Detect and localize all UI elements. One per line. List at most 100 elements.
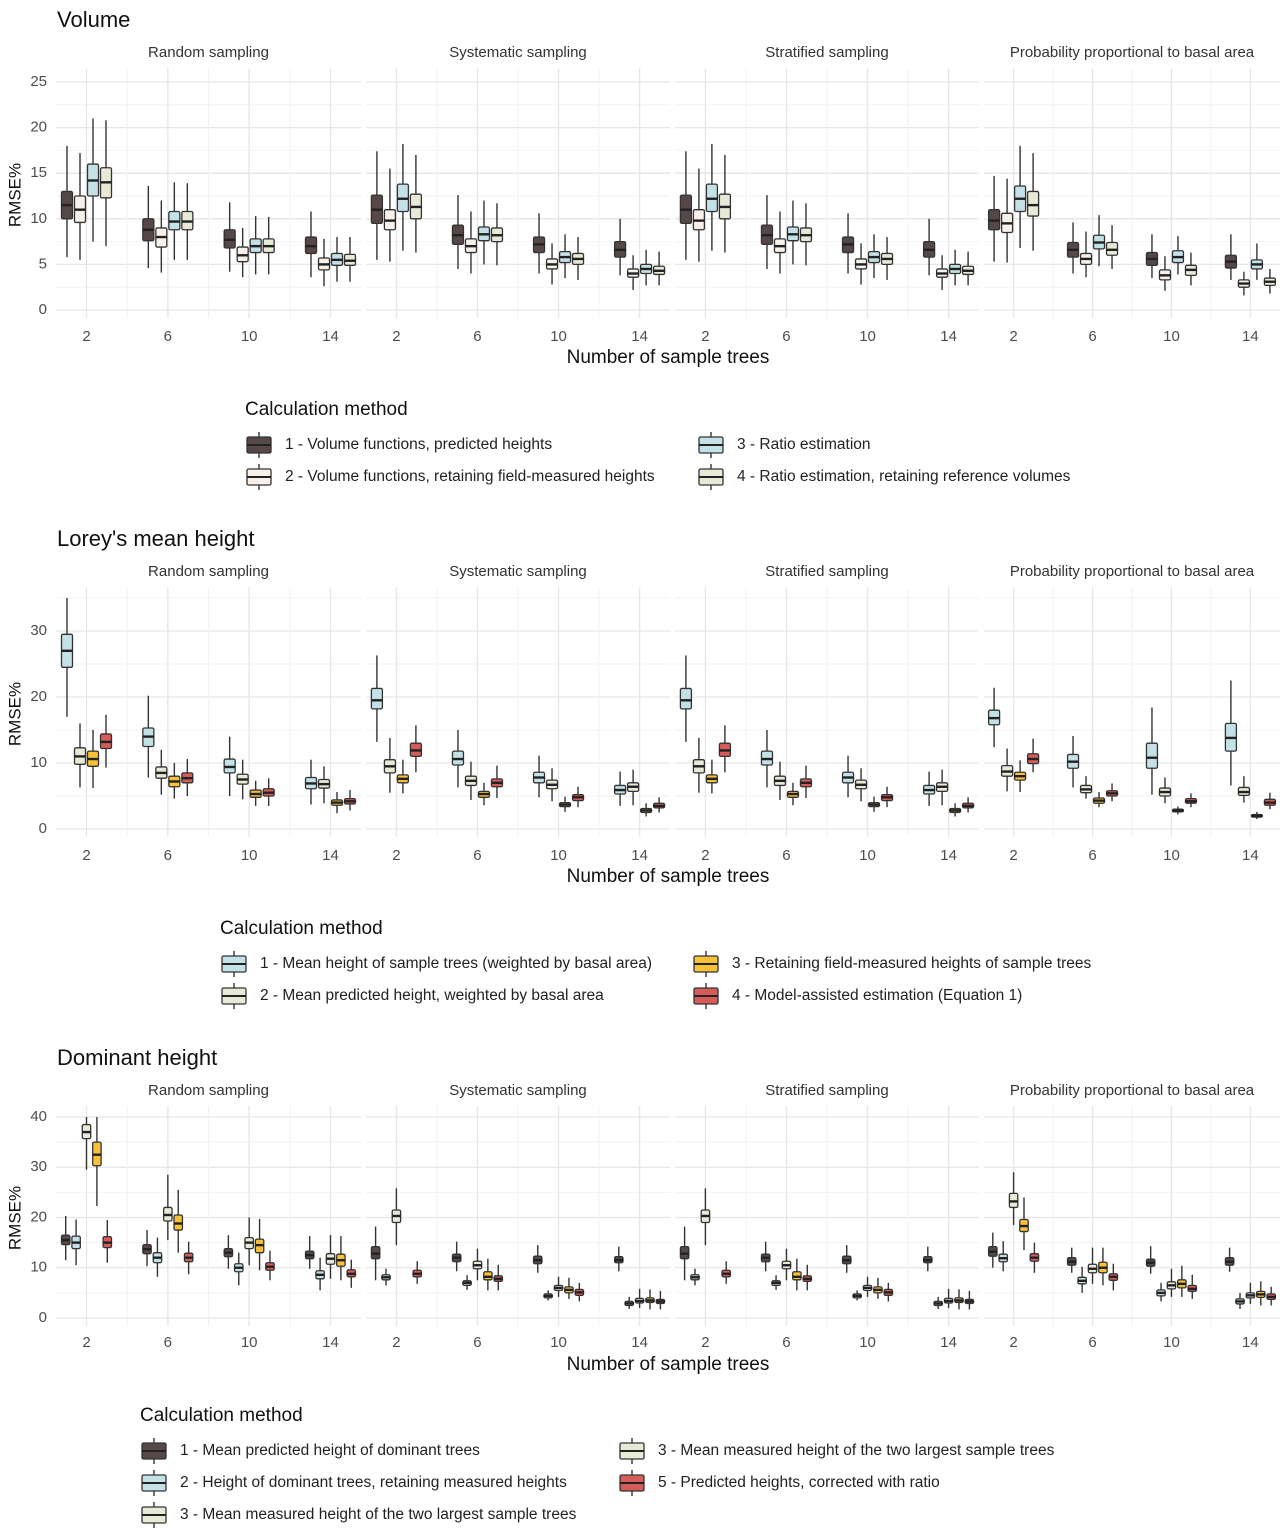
y-tick-label: 20	[30, 688, 47, 705]
box-body	[370, 687, 384, 710]
legend-label: 3 - Retaining field-measured heights of …	[732, 955, 1092, 972]
x-tick-label: 6	[1088, 847, 1096, 864]
x-tick-label: 6	[473, 1334, 481, 1351]
x-axis-label: Number of sample trees	[567, 1354, 770, 1375]
chart-title: Volume	[57, 7, 130, 32]
x-tick-label: 10	[1163, 328, 1180, 345]
x-tick-label: 2	[701, 1334, 709, 1351]
y-tick-label: 25	[30, 73, 47, 90]
x-tick-label: 10	[859, 328, 876, 345]
y-tick-label: 10	[30, 1259, 47, 1276]
y-tick-label: 0	[39, 301, 47, 318]
y-tick-label: 10	[30, 754, 47, 771]
x-axis-label: Number of sample trees	[567, 866, 770, 887]
x-tick-label: 6	[473, 328, 481, 345]
legend-label: 1 - Mean height of sample trees (weighte…	[260, 955, 652, 972]
y-tick-label: 30	[30, 1158, 47, 1175]
legend-title: Calculation method	[245, 399, 408, 420]
x-tick-label: 6	[164, 847, 172, 864]
facet-strip-label: Probability proportional to basal area	[1010, 1082, 1255, 1099]
legend-label: 3 - Mean measured height of the two larg…	[180, 1506, 577, 1523]
facet-strip-label: Stratified sampling	[765, 1082, 888, 1099]
x-tick-label: 2	[82, 328, 90, 345]
legend-label: 1 - Volume functions, predicted heights	[285, 436, 552, 453]
x-tick-label: 10	[1163, 1334, 1180, 1351]
x-tick-label: 14	[631, 847, 648, 864]
y-axis-label: RMSE%	[5, 1186, 24, 1250]
x-tick-label: 2	[392, 847, 400, 864]
legend-label: 1 - Mean predicted height of dominant tr…	[180, 1442, 480, 1459]
x-tick-label: 14	[322, 847, 339, 864]
y-tick-label: 0	[39, 1309, 47, 1326]
y-tick-label: 10	[30, 210, 47, 227]
legend-label: 3 - Ratio estimation	[737, 436, 871, 453]
x-tick-label: 2	[701, 328, 709, 345]
x-tick-label: 14	[631, 1334, 648, 1351]
x-tick-label: 14	[940, 328, 957, 345]
x-tick-label: 2	[1009, 847, 1017, 864]
y-tick-label: 20	[30, 119, 47, 136]
x-tick-label: 6	[473, 847, 481, 864]
x-tick-label: 10	[550, 1334, 567, 1351]
x-tick-label: 6	[1088, 1334, 1096, 1351]
y-axis-label: RMSE%	[5, 682, 24, 746]
legend-label: 5 - Predicted heights, corrected with ra…	[658, 1474, 940, 1491]
x-tick-label: 10	[241, 1334, 258, 1351]
legend-title: Calculation method	[220, 918, 383, 939]
x-tick-label: 2	[701, 847, 709, 864]
x-tick-label: 10	[859, 1334, 876, 1351]
x-tick-label: 2	[1009, 328, 1017, 345]
y-tick-label: 0	[39, 820, 47, 837]
y-tick-label: 15	[30, 164, 47, 181]
y-tick-label: 20	[30, 1208, 47, 1225]
x-tick-label: 10	[241, 328, 258, 345]
x-tick-label: 6	[1088, 328, 1096, 345]
chart-title: Lorey's mean height	[57, 526, 254, 551]
x-tick-label: 10	[859, 847, 876, 864]
facet-strip-label: Systematic sampling	[449, 563, 587, 580]
facet-strip-label: Random sampling	[148, 563, 269, 580]
x-tick-label: 10	[241, 847, 258, 864]
x-tick-label: 14	[1242, 847, 1259, 864]
legend-title: Calculation method	[140, 1405, 303, 1426]
x-tick-label: 14	[940, 1334, 957, 1351]
y-tick-label: 5	[39, 255, 47, 272]
y-tick-label: 40	[30, 1108, 47, 1125]
x-tick-label: 14	[631, 328, 648, 345]
x-tick-label: 6	[782, 847, 790, 864]
legend-label: 4 - Model-assisted estimation (Equation …	[732, 987, 1022, 1004]
x-tick-label: 10	[1163, 847, 1180, 864]
y-axis-label: RMSE%	[5, 163, 24, 227]
y-tick-label: 30	[30, 622, 47, 639]
box-body	[679, 687, 693, 710]
x-axis-label: Number of sample trees	[567, 347, 770, 368]
box-body	[1026, 190, 1040, 217]
x-tick-label: 6	[164, 1334, 172, 1351]
x-tick-label: 2	[1009, 1334, 1017, 1351]
x-tick-label: 10	[550, 328, 567, 345]
x-tick-label: 2	[82, 1334, 90, 1351]
x-tick-label: 2	[82, 847, 90, 864]
x-tick-label: 14	[322, 1334, 339, 1351]
facet-strip-label: Probability proportional to basal area	[1010, 563, 1255, 580]
legend-label: 2 - Volume functions, retaining field-me…	[285, 468, 655, 485]
facet-strip-label: Systematic sampling	[449, 1082, 587, 1099]
facet-strip-label: Stratified sampling	[765, 44, 888, 61]
x-tick-label: 6	[782, 328, 790, 345]
x-tick-label: 14	[940, 847, 957, 864]
facet-strip-label: Probability proportional to basal area	[1010, 44, 1255, 61]
x-tick-label: 6	[164, 328, 172, 345]
legend-label: 3 - Mean measured height of the two larg…	[658, 1442, 1055, 1459]
x-tick-label: 2	[392, 1334, 400, 1351]
facet-strip-label: Stratified sampling	[765, 563, 888, 580]
x-tick-label: 14	[1242, 1334, 1259, 1351]
x-tick-label: 14	[322, 328, 339, 345]
chart-title: Dominant height	[57, 1045, 217, 1070]
x-tick-label: 6	[782, 1334, 790, 1351]
x-tick-label: 10	[550, 847, 567, 864]
legend-label: 2 - Height of dominant trees, retaining …	[180, 1474, 567, 1491]
box-body	[1145, 742, 1159, 769]
facet-strip-label: Systematic sampling	[449, 44, 587, 61]
legend-label: 2 - Mean predicted height, weighted by b…	[260, 987, 604, 1004]
